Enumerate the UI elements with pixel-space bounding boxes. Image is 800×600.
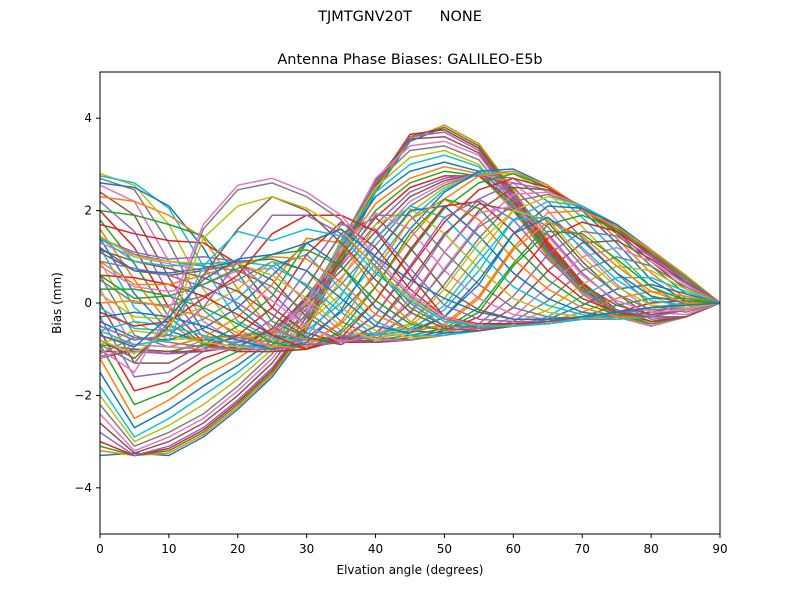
series-line [100, 228, 720, 348]
x-tick-label: 10 [161, 542, 176, 556]
series-line [100, 198, 720, 346]
series-line [100, 202, 720, 346]
x-tick-label: 60 [506, 542, 521, 556]
series-line [100, 216, 720, 334]
chart-title: Antenna Phase Biases: GALILEO-E5b [277, 52, 542, 68]
series-layer [100, 124, 720, 457]
x-tick-label: 30 [299, 542, 314, 556]
y-tick-label: −2 [74, 388, 92, 402]
series-line [100, 237, 720, 348]
x-tick-label: 70 [575, 542, 590, 556]
series-line [100, 198, 720, 348]
y-tick-label: 4 [84, 111, 92, 125]
series-line [100, 230, 720, 332]
series-line [100, 135, 720, 454]
x-tick-label: 80 [643, 542, 658, 556]
x-tick-label: 0 [96, 542, 104, 556]
x-tick-label: 90 [712, 542, 727, 556]
x-tick-label: 40 [368, 542, 383, 556]
x-tick-label: 50 [437, 542, 452, 556]
series-line [100, 253, 720, 337]
y-tick-label: 0 [84, 296, 92, 310]
x-axis-label: Elvation angle (degrees) [337, 563, 484, 577]
y-axis-label: Bias (mm) [50, 272, 64, 334]
y-axis-ticks: −4 −2 0 2 4 [74, 111, 100, 495]
y-tick-label: 2 [84, 204, 92, 218]
series-line [100, 205, 720, 350]
figure-suptitle: TJMTGNV20T NONE [318, 9, 482, 25]
x-axis-ticks: 0 10 20 30 40 50 60 70 80 90 [96, 534, 728, 556]
y-tick-label: −4 [74, 481, 92, 495]
x-tick-label: 20 [230, 542, 245, 556]
